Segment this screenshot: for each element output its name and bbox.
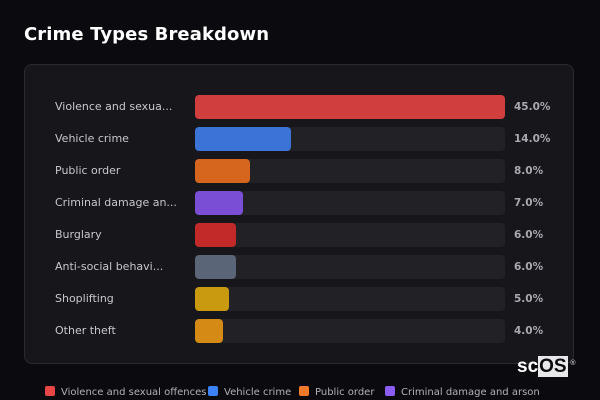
- bar-label: Shoplifting: [55, 292, 114, 305]
- bar-fill[interactable]: [195, 127, 292, 151]
- legend-item[interactable]: Vehicle crime: [208, 386, 291, 400]
- bar-label: Public order: [55, 164, 121, 177]
- bar-fill[interactable]: [195, 255, 237, 279]
- bar-track: [195, 159, 505, 183]
- bar-value: 7.0%: [514, 197, 544, 209]
- bar-fill[interactable]: [195, 287, 230, 311]
- bar-track: [195, 127, 505, 151]
- bar-row[interactable]: Other theft 4.0%: [25, 319, 575, 343]
- legend-item[interactable]: Public order: [299, 386, 374, 400]
- legend-label: Violence and sexual offences: [61, 387, 207, 398]
- legend-label: Criminal damage and arson: [401, 387, 540, 398]
- legend-label: Vehicle crime: [224, 387, 292, 398]
- bar-label: Anti-social behavi...: [55, 260, 164, 273]
- bar-row[interactable]: Public order 8.0%: [25, 159, 575, 183]
- bar-row[interactable]: Criminal damage an... 7.0%: [25, 191, 575, 215]
- bar-fill[interactable]: [195, 319, 223, 343]
- bar-fill[interactable]: [195, 159, 251, 183]
- legend-item[interactable]: Criminal damage and arson: [385, 386, 540, 400]
- bar-value: 6.0%: [514, 261, 544, 273]
- watermark-os: OS: [538, 356, 568, 377]
- bar-fill[interactable]: [195, 95, 505, 119]
- bar-fill[interactable]: [195, 191, 244, 215]
- bar-value: 45.0%: [514, 101, 551, 113]
- chart-legend: Violence and sexual offences Vehicle crim…: [0, 386, 600, 400]
- bar-track: [195, 319, 505, 343]
- legend-swatch-icon: [299, 386, 309, 396]
- bar-value: 6.0%: [514, 229, 544, 241]
- chart-panel: Violence and sexua... 45.0% Vehicle crime 1…: [24, 64, 574, 364]
- bar-track: [195, 191, 505, 215]
- bar-track: [195, 287, 505, 311]
- bar-value: 5.0%: [514, 293, 544, 305]
- chart-title: Crime Types Breakdown: [24, 24, 270, 45]
- bar-label: Vehicle crime: [55, 132, 129, 145]
- bar-label: Criminal damage an...: [55, 196, 177, 209]
- bar-row[interactable]: Anti-social behavi... 6.0%: [25, 255, 575, 279]
- bar-value: 8.0%: [514, 165, 544, 177]
- bar-row[interactable]: Vehicle crime 14.0%: [25, 127, 575, 151]
- legend-swatch-icon: [385, 386, 395, 396]
- bar-value: 14.0%: [514, 133, 551, 145]
- legend-label: Public order: [315, 387, 375, 398]
- legend-item[interactable]: Violence and sexual offences: [45, 386, 207, 400]
- bar-track: [195, 223, 505, 247]
- bar-row[interactable]: Shoplifting 5.0%: [25, 287, 575, 311]
- bar-value: 4.0%: [514, 325, 544, 337]
- watermark-sc: sc: [517, 356, 539, 377]
- bar-label: Burglary: [55, 228, 102, 241]
- legend-swatch-icon: [45, 386, 55, 396]
- bar-label: Violence and sexua...: [55, 100, 173, 113]
- bar-row[interactable]: Burglary 6.0%: [25, 223, 575, 247]
- scos-watermark-logo: scOS ®: [517, 356, 576, 377]
- bar-label: Other theft: [55, 324, 116, 337]
- bar-fill[interactable]: [195, 223, 237, 247]
- bar-row[interactable]: Violence and sexua... 45.0%: [25, 95, 575, 119]
- bar-track: [195, 95, 505, 119]
- bar-track: [195, 255, 505, 279]
- registered-mark: ®: [570, 360, 576, 367]
- legend-swatch-icon: [208, 386, 218, 396]
